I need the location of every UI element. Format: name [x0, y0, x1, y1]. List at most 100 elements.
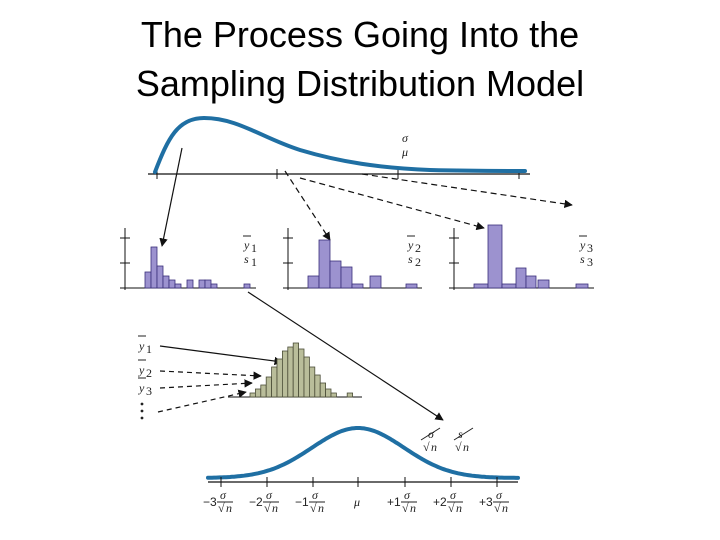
population-curve — [153, 115, 527, 174]
means-bar — [281, 350, 289, 398]
mean-2-arrow — [159, 370, 262, 380]
axis-tick-sigma: σ — [312, 488, 319, 502]
axis-tick-sigma: σ — [404, 488, 411, 502]
model-n-2: n — [463, 440, 469, 454]
sample-bar — [473, 283, 489, 289]
sample-bar — [340, 266, 353, 289]
sample-bar — [204, 279, 212, 289]
means-bar — [249, 392, 256, 398]
axis-tick-sqrt: √ — [448, 501, 455, 515]
axis-tick-sigma: σ — [496, 488, 503, 502]
sample-bar — [318, 239, 331, 289]
axis-tick-multiplier: −3 — [203, 495, 217, 509]
means-bar — [254, 388, 262, 398]
sample-bar — [174, 283, 182, 289]
sample-2-sd-label: s — [408, 252, 413, 266]
model-sigma: σ — [428, 427, 435, 441]
sample-bar — [168, 279, 176, 289]
sample-bar — [515, 267, 527, 289]
model-n-1: n — [431, 440, 437, 454]
population-mu-label: μ — [401, 145, 408, 159]
mean-3-arrow — [159, 379, 253, 389]
sample-1-mean-label: y — [243, 238, 250, 252]
model-sqrt-n-2: √ — [455, 440, 462, 454]
sample-bar — [487, 224, 503, 289]
means-bar — [346, 392, 354, 398]
ellipsis-dot — [140, 416, 144, 420]
sample-bar — [186, 279, 194, 289]
axis-tick-n: n — [410, 501, 416, 515]
means-list-item-1: y — [138, 339, 145, 353]
axis-tick-sqrt: √ — [264, 501, 271, 515]
means-list-item-2-sub: 2 — [146, 366, 152, 380]
axis-tick-sigma: σ — [266, 488, 273, 502]
axis-tick-sigma: σ — [450, 488, 457, 502]
sample-3-mean-sub: 3 — [587, 241, 593, 255]
ellipsis-dot — [140, 409, 144, 413]
means-bar — [308, 366, 316, 398]
sample-1-mean-sub: 1 — [251, 241, 257, 255]
sample-bar — [405, 283, 418, 289]
sample-2-sd-sub: 2 — [415, 255, 421, 269]
sampling-distribution: −3 σ√ n −2 σ√ n −1 σ√ n μ +1 σ√ n +2 σ√ n +3 σ√ n — [203, 426, 520, 515]
sample-bar — [501, 283, 517, 289]
sample-1-sd-label: s — [244, 252, 249, 266]
sample-3-sd-label: s — [580, 252, 585, 266]
means-bar — [330, 392, 337, 398]
means-list-item-3: y — [138, 381, 145, 395]
title-line-1: The Process Going Into the — [140, 14, 580, 55]
means-bar — [265, 376, 273, 398]
sampling-model-labels: σ √ n s √ n — [420, 427, 474, 454]
axis-tick-n: n — [502, 501, 508, 515]
axis-tick-sigma: σ — [220, 488, 227, 502]
sample-3-mean-label: y — [579, 238, 586, 252]
sample-1-arrow — [159, 147, 183, 247]
axis-tick-n: n — [226, 501, 232, 515]
sample-bar — [525, 275, 537, 289]
means-bar — [314, 374, 321, 398]
sample-bar — [156, 265, 164, 289]
sample-histogram-3: y 3 s 3 — [449, 224, 594, 290]
samples-to-model-arrow — [247, 291, 444, 421]
sample-bar — [144, 271, 152, 289]
sample-2-mean-label: y — [407, 238, 414, 252]
means-bar — [325, 388, 332, 398]
axis-tick-multiplier: +1 — [387, 495, 401, 509]
sample-bar — [150, 246, 158, 289]
sample-bar — [369, 275, 382, 289]
model-s: s — [458, 427, 463, 441]
mean-1-arrow — [159, 345, 283, 366]
population-sigma-label: σ — [402, 131, 409, 145]
means-bar — [287, 346, 294, 398]
sample-means-list: y 1 y 2 y 3 — [138, 335, 283, 420]
axis-tick-n: n — [456, 501, 462, 515]
sample-3-sd-sub: 3 — [587, 255, 593, 269]
sample-bar — [307, 275, 320, 289]
title-line-2: Sampling Distribution Model — [135, 63, 585, 104]
axis-tick-multiplier: +2 — [433, 495, 447, 509]
sample-histogram-1: y 1 s 1 — [120, 228, 257, 290]
population-distribution: σ μ — [148, 115, 530, 179]
means-bar — [319, 382, 327, 398]
means-bar — [271, 366, 278, 398]
sample-3-arrow — [299, 177, 485, 231]
sampling-distribution-curve — [206, 426, 520, 480]
means-bar — [276, 358, 283, 398]
sample-bar — [162, 275, 170, 289]
mean-more-arrow — [157, 389, 247, 413]
sample-bar — [198, 279, 206, 289]
axis-tick-sqrt: √ — [494, 501, 501, 515]
sample-2-arrow — [284, 170, 331, 241]
sample-bar — [210, 283, 218, 289]
sample-bar — [243, 283, 251, 289]
means-list-item-2: y — [138, 363, 145, 377]
means-list-item-1-sub: 1 — [146, 342, 152, 356]
sample-3-arrow — [361, 173, 573, 209]
axis-tick-sqrt: √ — [402, 501, 409, 515]
axis-tick-sqrt: √ — [218, 501, 225, 515]
sample-1-sd-sub: 1 — [251, 255, 257, 269]
axis-tick-n: n — [272, 501, 278, 515]
axis-tick-sqrt: √ — [310, 501, 317, 515]
axis-tick-multiplier: +3 — [479, 495, 493, 509]
